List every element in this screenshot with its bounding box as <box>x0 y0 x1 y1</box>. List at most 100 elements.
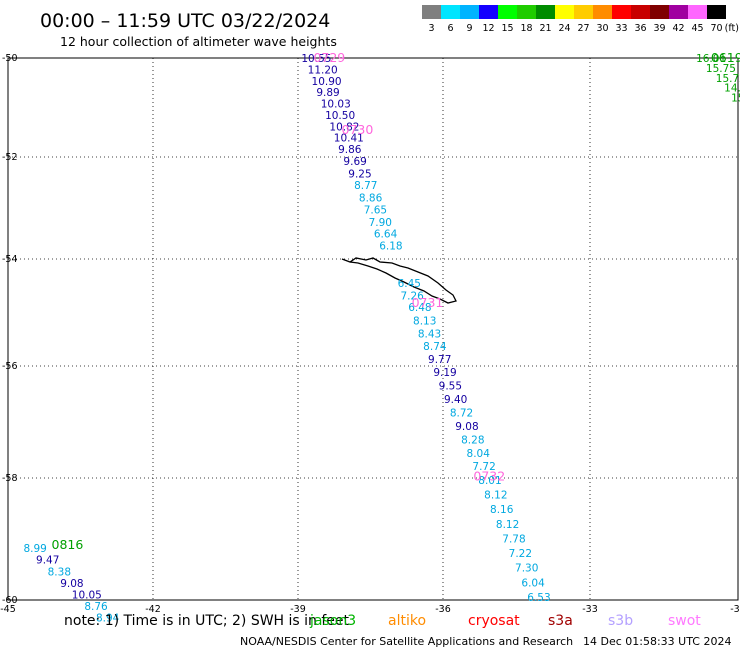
satellite-s3a: s3a <box>548 613 573 629</box>
swh-value: 8.86 <box>359 192 383 204</box>
swh-value: 7.65 <box>364 205 387 217</box>
swh-value: 11.20 <box>308 64 338 76</box>
legend-swatch-39 <box>650 5 669 19</box>
swh-value: 8.94 <box>96 613 120 625</box>
legend-label-42: 42 <box>672 23 684 34</box>
swh-value: 9.25 <box>348 168 371 180</box>
legend-label-70: 70 <box>710 23 722 34</box>
swh-value: 9.77 <box>428 354 451 366</box>
swh-value: 10.50 <box>325 110 355 122</box>
credit-text: NOAA/NESDIS Center for Satellite Applica… <box>240 635 573 648</box>
satellite-altiko: altiko <box>388 613 426 629</box>
swh-value: 9.89 <box>316 87 339 99</box>
swh-value: 9.69 <box>343 156 366 168</box>
legend-label-36: 36 <box>634 23 646 34</box>
swh-value: 8.77 <box>354 180 377 192</box>
swh-value: 10.05 <box>72 590 102 602</box>
legend-label-45: 45 <box>691 23 703 34</box>
swh-value: 8.16 <box>490 504 514 516</box>
legend-swatch-33 <box>612 5 631 19</box>
pass-time-label: 0731 <box>412 295 444 310</box>
legend-label-12: 12 <box>482 23 494 34</box>
swh-value: 8.28 <box>461 434 484 446</box>
swh-value: 8.74 <box>423 341 447 353</box>
map-frame: -45 -42 -39 -36 -33 -30 -50 -52 -54 -56 -58 -60 10.… <box>0 50 740 625</box>
legend-label-27: 27 <box>577 23 589 34</box>
swh-value: 8.43 <box>418 328 441 340</box>
swh-value: 7.78 <box>502 533 525 545</box>
swh-value: 6.45 <box>398 278 421 290</box>
swh-value: 7.72 <box>472 461 495 473</box>
legend-swatch-70 <box>707 5 726 19</box>
swh-value: 15.08 <box>731 93 740 105</box>
swh-value: 8.76 <box>84 601 108 613</box>
swh-value: 14.13 <box>724 83 740 95</box>
legend-swatch-9 <box>460 5 479 19</box>
legend-label-9: 9 <box>466 23 472 34</box>
swh-value: 9.47 <box>36 555 59 567</box>
note-text: note: 1) Time is in UTC; 2) SWH is in fe… <box>64 613 350 629</box>
lon-tick-label: -33 <box>582 604 598 615</box>
map-axis-labels: -45 -42 -39 -36 -33 -30 -50 -52 -54 -56 -58 -60 <box>0 53 740 615</box>
swh-value: 10.41 <box>334 133 364 145</box>
south-georgia-coastline <box>341 257 457 304</box>
legend-label-15: 15 <box>501 23 513 34</box>
swh-value: 16.01 <box>696 53 726 65</box>
swh-value: 10.55 <box>301 53 331 65</box>
swh-value: 8.04 <box>467 448 491 460</box>
swh-value: 9.08 <box>455 421 478 433</box>
map-grid <box>8 58 738 600</box>
map-subtitle: 12 hour collection of altimeter wave hei… <box>60 34 337 49</box>
pass-time-label: 0619 <box>711 50 740 65</box>
satellite-jason3: jason3 <box>309 613 356 629</box>
legend-swatch-36 <box>631 5 650 19</box>
swh-value: 7.22 <box>509 548 532 560</box>
swh-value: 8.12 <box>496 519 519 531</box>
map-title: 00:00 – 11:59 UTC 03/22/2024 <box>40 10 330 32</box>
swh-value: 8.99 <box>23 543 46 555</box>
swh-value: 10.03 <box>321 99 351 111</box>
swh-value: 7.90 <box>369 217 392 229</box>
lat-tick-label: -54 <box>2 254 18 265</box>
wave-height-tracks: 10.5511.2010.909.8910.0310.5010.8210.419… <box>23 50 740 625</box>
lat-tick-label: -56 <box>2 361 18 372</box>
swh-value: 8.13 <box>413 316 436 328</box>
swh-value: 8.38 <box>48 566 71 578</box>
lon-tick-label: -30 <box>730 604 740 615</box>
satellite-legend: jason3 altiko cryosat s3a s3b swot <box>309 613 701 629</box>
swh-value: 15.72 <box>716 73 740 85</box>
legend-swatch-12 <box>479 5 498 19</box>
satellite-cryosat: cryosat <box>468 613 520 629</box>
swh-value: 10.90 <box>312 76 342 88</box>
legend-label-24: 24 <box>558 23 570 34</box>
pass-time-label: 0732 <box>473 468 505 483</box>
legend-label-6: 6 <box>447 23 453 34</box>
legend-unit: (ft) <box>725 23 739 34</box>
legend-swatch-21 <box>536 5 555 19</box>
swh-value: 7.30 <box>515 563 538 575</box>
legend-label-3: 3 <box>428 23 434 34</box>
legend-label-30: 30 <box>596 23 608 34</box>
swh-value: 10.82 <box>329 121 359 133</box>
legend-swatch-30 <box>593 5 612 19</box>
lat-tick-label: -52 <box>2 152 18 163</box>
legend-label-33: 33 <box>615 23 627 34</box>
legend-swatch-27 <box>574 5 593 19</box>
footer-note: note: 1) Time is in UTC; 2) SWH is in fe… <box>64 613 731 648</box>
swh-value: 9.55 <box>439 381 462 393</box>
swh-value: 6.04 <box>521 577 545 589</box>
timestamp-text: 14 Dec 01:58:33 UTC 2024 <box>583 635 731 648</box>
swh-value: 15.75 <box>706 63 736 75</box>
legend-swatch-3 <box>422 5 441 19</box>
swh-value: 6.18 <box>379 241 402 253</box>
lon-tick-label: -36 <box>435 604 451 615</box>
wave-height-legend: 3 6 9 12 15 18 21 24 27 30 33 36 39 42 45 70 (ft) <box>422 5 739 34</box>
swh-value: 6.48 <box>408 302 431 314</box>
swh-value: 6.64 <box>374 229 398 241</box>
pass-time-label: 0729 <box>313 50 345 65</box>
legend-swatch-24 <box>555 5 574 19</box>
swh-value: 9.86 <box>338 144 362 156</box>
satellite-swot: swot <box>668 613 701 629</box>
swh-value: 6.53 <box>527 592 550 604</box>
